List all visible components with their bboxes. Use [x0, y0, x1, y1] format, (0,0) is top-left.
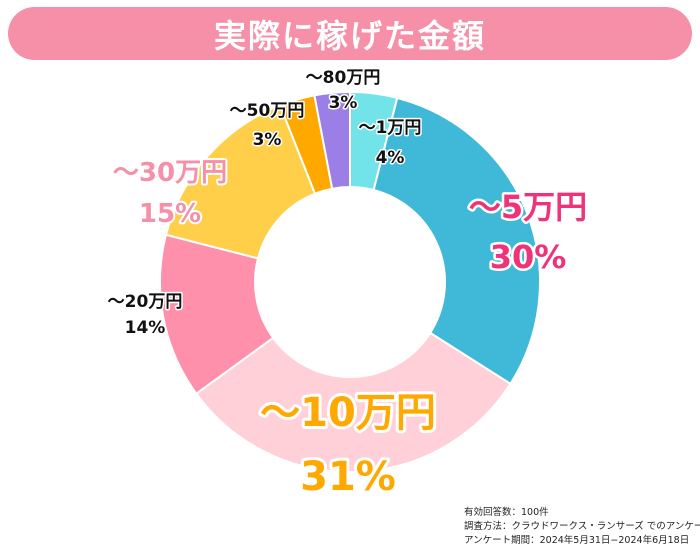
slice-label-category-6: 〜50万円	[230, 101, 305, 121]
title-banner: 実際に稼げた金額	[8, 7, 692, 60]
slice-label-value-3: 31%	[300, 454, 396, 500]
slice-label-value-1: 4%	[376, 148, 405, 168]
note-period: アンケート期間：2024年5月31日−2024年6月18日	[464, 535, 690, 546]
slice-label-value-5: 15%	[139, 199, 201, 229]
slice-7	[313, 90, 351, 190]
chart-title: 実際に稼げた金額	[213, 16, 486, 55]
slice-label-value-4: 14%	[125, 318, 166, 338]
slice-label-value-7: 3%	[329, 93, 358, 113]
survey-notes: 有効回答数：100件 調査方法：クラウドワークス・ランサーズ でのアンケート ア…	[464, 506, 700, 548]
slice-2	[372, 96, 541, 386]
slice-label-category-5: 〜30万円	[113, 158, 227, 188]
note-method: 調査方法：クラウドワークス・ランサーズ でのアンケート	[464, 521, 700, 532]
slice-label-category-7: 〜80万円	[306, 68, 381, 88]
slice-label-category-1: 〜1万円	[359, 118, 422, 138]
slice-label-category-4: 〜20万円	[108, 292, 183, 312]
slice-3	[194, 331, 512, 473]
slice-label-category-2: 〜5万円	[469, 188, 587, 226]
slice-label-category-3: 〜10万円	[260, 390, 436, 436]
slice-label-value-6: 3%	[253, 130, 282, 150]
note-respondents: 有効回答数：100件	[464, 507, 549, 518]
slice-label-value-2: 30%	[490, 238, 567, 276]
